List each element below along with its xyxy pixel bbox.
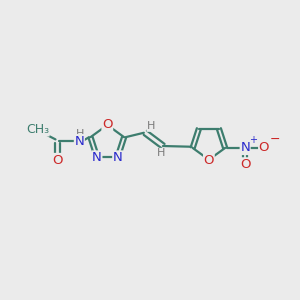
Text: O: O — [102, 118, 112, 131]
Text: O: O — [52, 154, 62, 166]
Text: N: N — [240, 141, 250, 154]
Text: N: N — [92, 151, 102, 164]
Text: +: + — [249, 135, 257, 145]
Text: CH₃: CH₃ — [26, 123, 49, 136]
Text: −: − — [269, 133, 280, 146]
Text: O: O — [259, 141, 269, 154]
Text: N: N — [74, 135, 84, 148]
Text: H: H — [76, 129, 84, 139]
Text: H: H — [147, 121, 155, 131]
Text: N: N — [113, 151, 123, 164]
Text: H: H — [156, 148, 165, 158]
Text: O: O — [204, 154, 214, 167]
Text: O: O — [240, 158, 250, 171]
